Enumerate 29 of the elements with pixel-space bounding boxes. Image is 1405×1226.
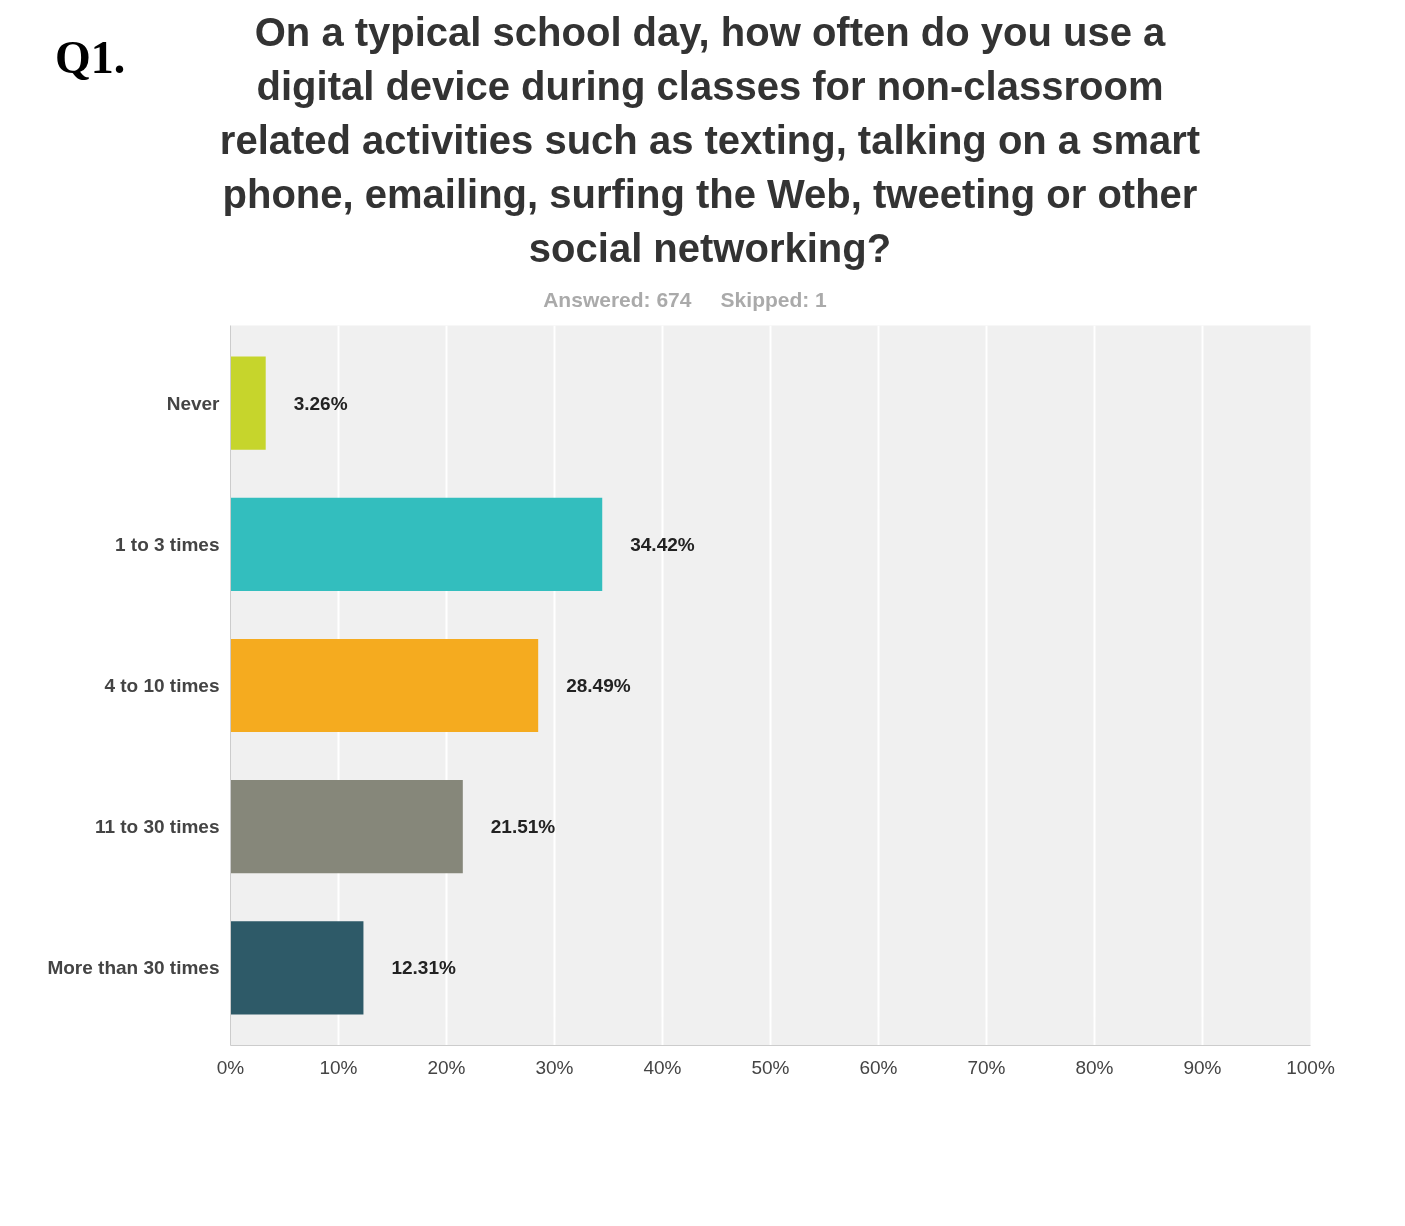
x-tick-label: 70% (967, 1056, 1006, 1078)
data-label: 3.26% (293, 392, 348, 414)
x-tick-label: 20% (427, 1056, 466, 1078)
y-tick-label: 1 to 3 times (114, 533, 220, 555)
bar (230, 921, 364, 1015)
x-tick-label: 100% (1286, 1056, 1335, 1078)
x-tick-label: 30% (535, 1056, 574, 1078)
chart-title: Q1. (55, 31, 126, 85)
x-tick-label: 80% (1075, 1056, 1114, 1078)
y-tick-label: 4 to 10 times (104, 675, 220, 696)
data-label: 21.51% (490, 816, 556, 838)
x-tick-label: 90% (1183, 1056, 1222, 1078)
data-label: 28.49% (566, 675, 631, 696)
y-tick-label: Never (166, 392, 221, 414)
data-label: 34.42% (630, 533, 695, 555)
y-tick-label: More than 30 times (47, 957, 220, 979)
x-tick-label: 0% (216, 1056, 245, 1078)
bar (230, 780, 463, 874)
bar (230, 638, 539, 733)
x-tick-label: 40% (643, 1056, 682, 1078)
text: Answered: 674 Skipped: 1 (543, 288, 827, 311)
x-tick-label: 50% (751, 1056, 790, 1078)
y-tick-label: 11 to 30 times (94, 816, 220, 838)
bar (230, 497, 603, 591)
data-label: 12.31% (391, 957, 456, 979)
x-tick-label: 60% (859, 1056, 898, 1078)
bar (230, 356, 266, 450)
chart-subtitle: On a typical school day, how often do you use a digital device during classes for non-classroom related activities such as texting, talking on a smart phone, emailing, surfing the Web, tweeting or other social networking? (218, 9, 1202, 272)
x-tick-label: 10% (319, 1056, 358, 1078)
